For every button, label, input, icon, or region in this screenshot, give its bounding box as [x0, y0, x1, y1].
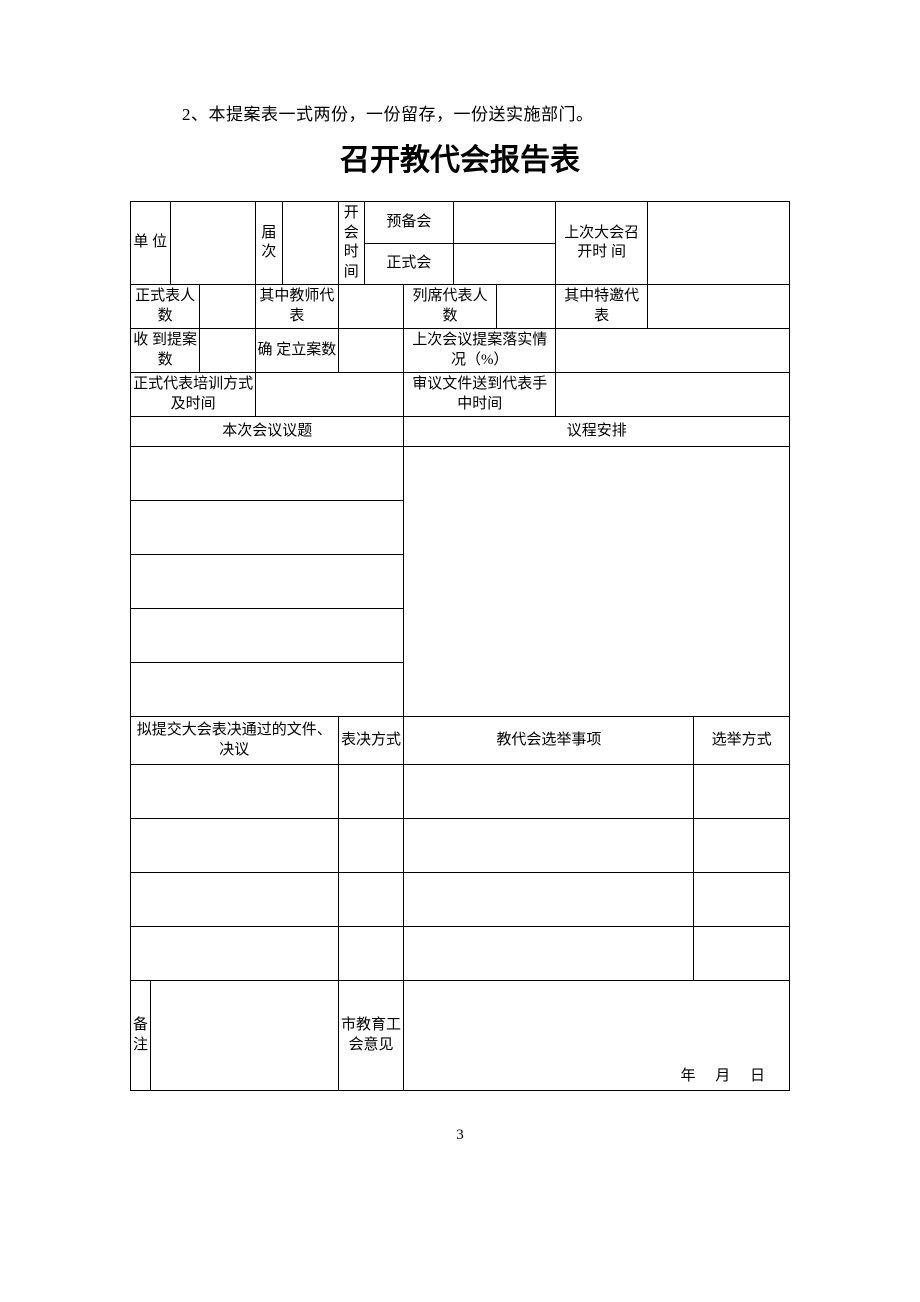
election-method-row: [694, 873, 790, 927]
election-matter-row: [404, 927, 694, 981]
label-attendee-reps: 列席代表人数: [404, 285, 496, 329]
topic-row: [131, 447, 404, 501]
label-remark: 备 注: [131, 981, 151, 1091]
page-title: 召开教代会报告表: [130, 135, 790, 179]
label-formal-meeting: 正式会: [364, 243, 453, 285]
vote-method-row: [338, 873, 404, 927]
label-last-proposal-status: 上次会议提案落实情况（%）: [404, 329, 556, 373]
topic-row: [131, 501, 404, 555]
topic-row: [131, 555, 404, 609]
label-election-method: 选举方式: [694, 717, 790, 765]
election-matter-row: [404, 765, 694, 819]
value-teacher-reps: [338, 285, 404, 329]
label-teacher-reps: 其中教师代 表: [256, 285, 338, 329]
label-union-opinion: 市教育工会意见: [338, 981, 404, 1091]
value-attendee-reps: [496, 285, 555, 329]
label-last-meeting-time: 上次大会召开时 间: [555, 202, 647, 285]
value-doc-delivery-time: [555, 373, 789, 417]
report-table: 单 位 届 次 开会 时间 预备会 上次大会召开时 间 正式会 正式表人 数 其…: [130, 201, 790, 1091]
vote-file-row: [131, 765, 339, 819]
vote-method-row: [338, 927, 404, 981]
label-election-matters: 教代会选举事项: [404, 717, 694, 765]
label-training-method: 正式代表培训方式及时间: [131, 373, 256, 417]
page-number: 3: [130, 1127, 790, 1144]
note-line: 2、本提案表一式两份，一份留存，一份送实施部门。: [182, 100, 790, 125]
value-union-opinion: 年 月 日: [404, 981, 790, 1091]
label-meeting-time: 开会 时间: [338, 202, 364, 285]
vote-method-row: [338, 819, 404, 873]
value-session: [282, 202, 338, 285]
election-method-row: [694, 819, 790, 873]
election-matter-row: [404, 873, 694, 927]
value-formal-meeting: [453, 243, 555, 285]
label-topics: 本次会议议题: [131, 417, 404, 447]
label-vote-method: 表决方式: [338, 717, 404, 765]
vote-file-row: [131, 873, 339, 927]
value-last-proposal-status: [555, 329, 789, 373]
label-agenda: 议程安排: [404, 417, 790, 447]
value-formal-reps: [200, 285, 256, 329]
label-doc-delivery-time: 审议文件送到代表手中时间: [404, 373, 556, 417]
value-last-meeting-time: [648, 202, 790, 285]
label-prep-meeting: 预备会: [364, 202, 453, 244]
value-received-proposals: [200, 329, 256, 373]
label-unit: 单 位: [131, 202, 171, 285]
election-matter-row: [404, 819, 694, 873]
value-special-reps: [648, 285, 790, 329]
vote-method-row: [338, 765, 404, 819]
label-vote-files: 拟提交大会表决通过的文件、决议: [131, 717, 339, 765]
election-method-row: [694, 927, 790, 981]
election-method-row: [694, 765, 790, 819]
vote-file-row: [131, 819, 339, 873]
topic-row: [131, 663, 404, 717]
label-special-reps: 其中特邀代表: [555, 285, 647, 329]
value-unit: [170, 202, 256, 285]
label-confirmed-cases: 确 定立案数: [256, 329, 338, 373]
value-remark: [150, 981, 338, 1091]
agenda-cell: [404, 447, 790, 717]
label-session: 届 次: [256, 202, 282, 285]
value-prep-meeting: [453, 202, 555, 244]
label-formal-reps: 正式表人 数: [131, 285, 200, 329]
topic-row: [131, 609, 404, 663]
value-training-method: [256, 373, 404, 417]
label-received-proposals: 收 到提案数: [131, 329, 200, 373]
value-confirmed-cases: [338, 329, 404, 373]
vote-file-row: [131, 927, 339, 981]
